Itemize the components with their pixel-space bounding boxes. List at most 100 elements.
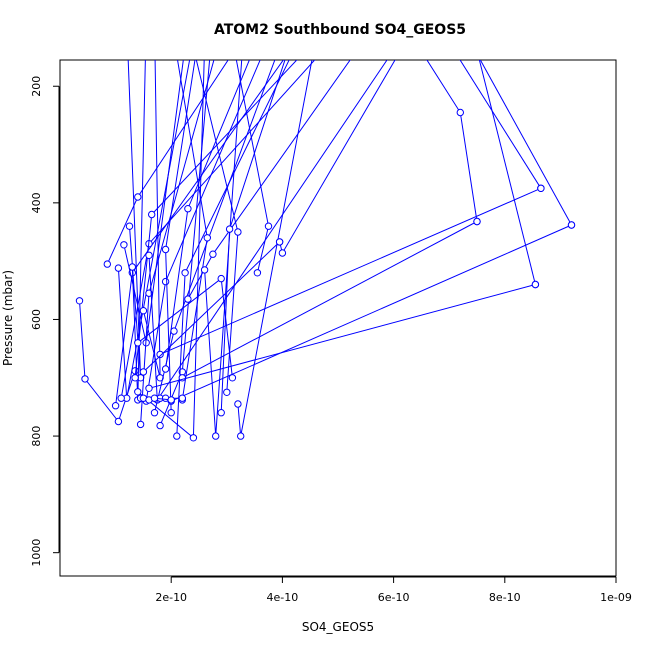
- series-22: [217, 60, 286, 417]
- data-point: [200, 266, 209, 274]
- series-20: [184, 60, 351, 303]
- data-point: [456, 108, 464, 117]
- series-15: [156, 60, 211, 430]
- data-point: [181, 269, 189, 277]
- series-24: [234, 60, 313, 440]
- series-38: [134, 274, 237, 382]
- data-point: [167, 409, 175, 417]
- data-point: [473, 217, 481, 226]
- data-point: [117, 394, 125, 402]
- data-point: [203, 234, 212, 242]
- data-point: [161, 245, 170, 254]
- data-point: [189, 434, 198, 442]
- data-point: [156, 350, 164, 359]
- series-1: [103, 60, 229, 268]
- data-point: [253, 269, 262, 277]
- data-point: [212, 432, 220, 440]
- data-point: [139, 307, 148, 315]
- series-28: [478, 60, 540, 289]
- data-point: [111, 402, 120, 410]
- series-line: [170, 224, 572, 402]
- data-point: [185, 22, 191, 28]
- data-point: [150, 394, 159, 402]
- series-8: [131, 60, 298, 382]
- y-axis-label: Pressure (mbar): [1, 270, 15, 366]
- plot-frame: [59, 59, 617, 577]
- data-point: [184, 205, 192, 213]
- y-axis: 200 400 600 800 1000: [30, 76, 60, 567]
- data-point: [234, 400, 242, 408]
- data-point: [148, 210, 156, 219]
- series-32: [145, 280, 540, 392]
- data-point: [134, 339, 142, 347]
- data-point: [196, 31, 202, 37]
- x-tick-label: 2e-10: [155, 591, 187, 604]
- series-line: [159, 187, 542, 355]
- data-point: [173, 432, 181, 440]
- y-tick-label: 400: [30, 192, 43, 213]
- data-point: [201, 42, 207, 48]
- data-point: [278, 249, 287, 257]
- data-point: [167, 396, 175, 404]
- series-25: [235, 60, 273, 277]
- x-tick-label: 4e-10: [267, 591, 299, 604]
- data-point: [170, 327, 178, 335]
- data-point: [217, 409, 225, 417]
- y-tick-label: 200: [30, 76, 43, 97]
- data-point: [134, 388, 142, 396]
- series-line: [106, 60, 229, 265]
- data-point: [567, 221, 576, 229]
- data-point: [151, 19, 157, 25]
- series-35: [139, 238, 284, 376]
- series-11: [139, 19, 164, 382]
- data-point: [139, 368, 148, 376]
- series-line: [220, 60, 286, 413]
- data-point: [161, 277, 170, 286]
- series-29: [459, 60, 545, 193]
- series-23: [185, 22, 242, 396]
- data-point: [156, 421, 164, 430]
- data-point: [120, 241, 128, 249]
- data-point: [185, 22, 191, 28]
- series-layer: [75, 19, 576, 442]
- data-point: [264, 222, 273, 230]
- series-line: [143, 241, 280, 373]
- series-33: [156, 184, 545, 359]
- series-line: [479, 60, 572, 226]
- data-point: [114, 417, 123, 426]
- data-point: [150, 409, 159, 417]
- series-line: [148, 284, 536, 389]
- series-line: [237, 60, 313, 437]
- data-point: [131, 374, 139, 382]
- data-point: [161, 365, 170, 373]
- data-point: [228, 374, 237, 382]
- data-point: [223, 388, 231, 396]
- data-point: [103, 260, 112, 268]
- y-tick-label: 800: [30, 426, 43, 447]
- data-point: [209, 250, 217, 258]
- series-line: [426, 60, 478, 222]
- series-line: [187, 60, 351, 300]
- x-tick-label: 1e-09: [600, 591, 632, 604]
- data-point: [81, 375, 89, 383]
- series-line: [459, 60, 542, 189]
- data-point: [75, 297, 84, 305]
- series-26: [275, 60, 396, 257]
- data-point: [537, 184, 545, 193]
- y-tick-label: 600: [30, 309, 43, 330]
- data-point: [178, 394, 187, 402]
- data-point: [114, 264, 123, 272]
- x-tick-label: 6e-10: [378, 591, 410, 604]
- series-line: [142, 60, 161, 378]
- chart-title: ATOM2 Southbound SO4_GEOS5: [214, 22, 466, 38]
- series-line: [195, 60, 239, 393]
- data-point: [225, 225, 234, 233]
- data-point: [125, 222, 134, 230]
- x-axis: 2e-10 4e-10 6e-10 8e-10 1e-09: [155, 576, 632, 604]
- x-axis-label: SO4_GEOS5: [302, 620, 374, 634]
- series-21: [200, 60, 243, 440]
- data-point: [531, 280, 540, 289]
- series-37: [145, 394, 175, 404]
- data-point: [275, 238, 284, 246]
